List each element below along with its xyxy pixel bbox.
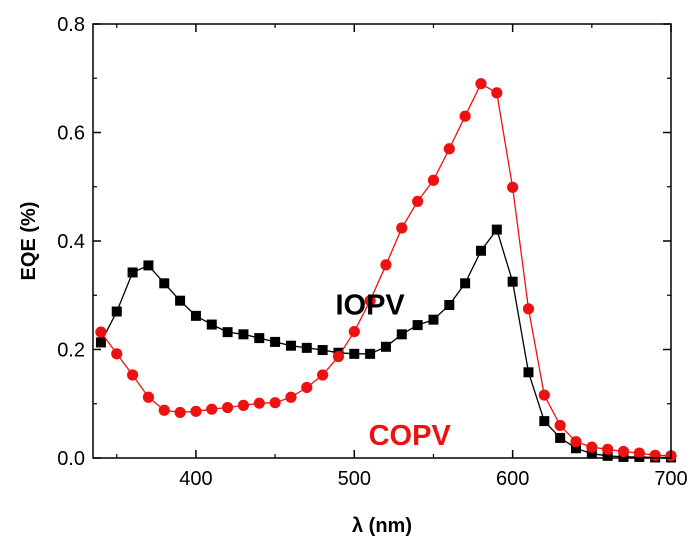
iopv-point <box>301 342 312 353</box>
iopv-point <box>380 341 391 352</box>
annotation-iopv: IOPV <box>335 289 405 321</box>
copv-point <box>538 389 550 401</box>
iopv-point <box>317 345 328 356</box>
copv-point <box>491 87 503 99</box>
copv-point <box>206 403 218 415</box>
copv-point <box>253 397 265 409</box>
copv-point <box>602 443 614 455</box>
x-tick-label: 600 <box>496 468 529 490</box>
copv-point <box>396 222 408 234</box>
x-tick-label: 700 <box>654 468 687 490</box>
plot-frame <box>92 23 672 459</box>
copv-point <box>190 405 202 417</box>
iopv-point <box>159 278 170 289</box>
copv-point <box>412 195 424 207</box>
copv-point <box>507 181 519 193</box>
y-axis-title: EQE (%) <box>18 202 40 281</box>
x-tick-label: 500 <box>338 468 371 490</box>
iopv-point <box>285 340 296 351</box>
iopv-point <box>111 306 122 317</box>
iopv-point <box>238 329 249 340</box>
x-tick-label: 400 <box>179 468 212 490</box>
iopv-point <box>412 320 423 331</box>
copv-point <box>269 397 281 409</box>
copv-point <box>301 381 313 394</box>
iopv-point <box>491 224 502 235</box>
copv-point <box>522 303 535 315</box>
iopv-point <box>523 367 534 378</box>
copv-point <box>95 326 107 338</box>
copv-point <box>237 399 250 411</box>
copv-point <box>142 391 155 403</box>
series-layer <box>95 78 677 463</box>
copv-point <box>332 350 345 363</box>
annotation-copv: COPV <box>369 420 452 452</box>
iopv-point <box>444 300 455 311</box>
iopv-point <box>190 310 201 321</box>
copv-point <box>617 445 630 458</box>
copv-point <box>459 110 471 122</box>
series-copv <box>95 78 677 462</box>
iopv-point <box>586 448 597 459</box>
copv-point <box>380 259 392 271</box>
copv-point <box>111 348 123 360</box>
iopv-point <box>349 348 360 359</box>
copv-point <box>174 406 186 419</box>
copv-point <box>222 401 234 414</box>
copv-point <box>443 143 455 155</box>
iopv-point <box>95 337 106 348</box>
copv-point <box>364 295 376 307</box>
annotation-layer: IOPV COPV <box>335 289 451 452</box>
iopv-point <box>143 260 154 271</box>
iopv-point <box>254 333 265 344</box>
copv-point <box>586 441 598 453</box>
copv-point <box>554 419 566 432</box>
iopv-point <box>222 327 233 338</box>
iopv-point <box>539 416 550 427</box>
iopv-point <box>206 319 217 330</box>
copv-point <box>475 78 487 90</box>
copv-point <box>570 436 582 448</box>
iopv-point <box>175 295 186 306</box>
y-tick-label: 0.6 <box>57 123 85 145</box>
iopv-point <box>428 314 439 325</box>
copv-point <box>633 447 645 459</box>
copv-point <box>649 449 661 461</box>
tick-layer: 400 500 600 700 0.0 0.2 0.4 0.6 0.8 <box>57 14 688 490</box>
iopv-point <box>460 278 471 289</box>
copv-point <box>427 174 440 186</box>
copv-point <box>126 369 139 381</box>
iopv-point <box>570 443 581 454</box>
iopv-point <box>127 267 138 278</box>
y-tick-label: 0.2 <box>57 340 85 362</box>
copv-point <box>317 369 329 381</box>
y-tick-label: 0.8 <box>57 14 85 36</box>
iopv-point <box>602 450 613 461</box>
iopv-point <box>507 276 518 287</box>
copv-point <box>348 325 360 338</box>
iopv-point <box>270 336 281 347</box>
copv-point <box>285 391 297 403</box>
iopv-point <box>365 348 376 359</box>
iopv-point <box>555 432 566 443</box>
y-tick-label: 0.4 <box>57 231 85 253</box>
x-axis-title: λ (nm) <box>352 515 412 537</box>
iopv-point <box>396 329 407 340</box>
y-tick-label: 0.0 <box>57 448 85 470</box>
iopv-point <box>475 245 486 256</box>
copv-point <box>158 404 170 416</box>
